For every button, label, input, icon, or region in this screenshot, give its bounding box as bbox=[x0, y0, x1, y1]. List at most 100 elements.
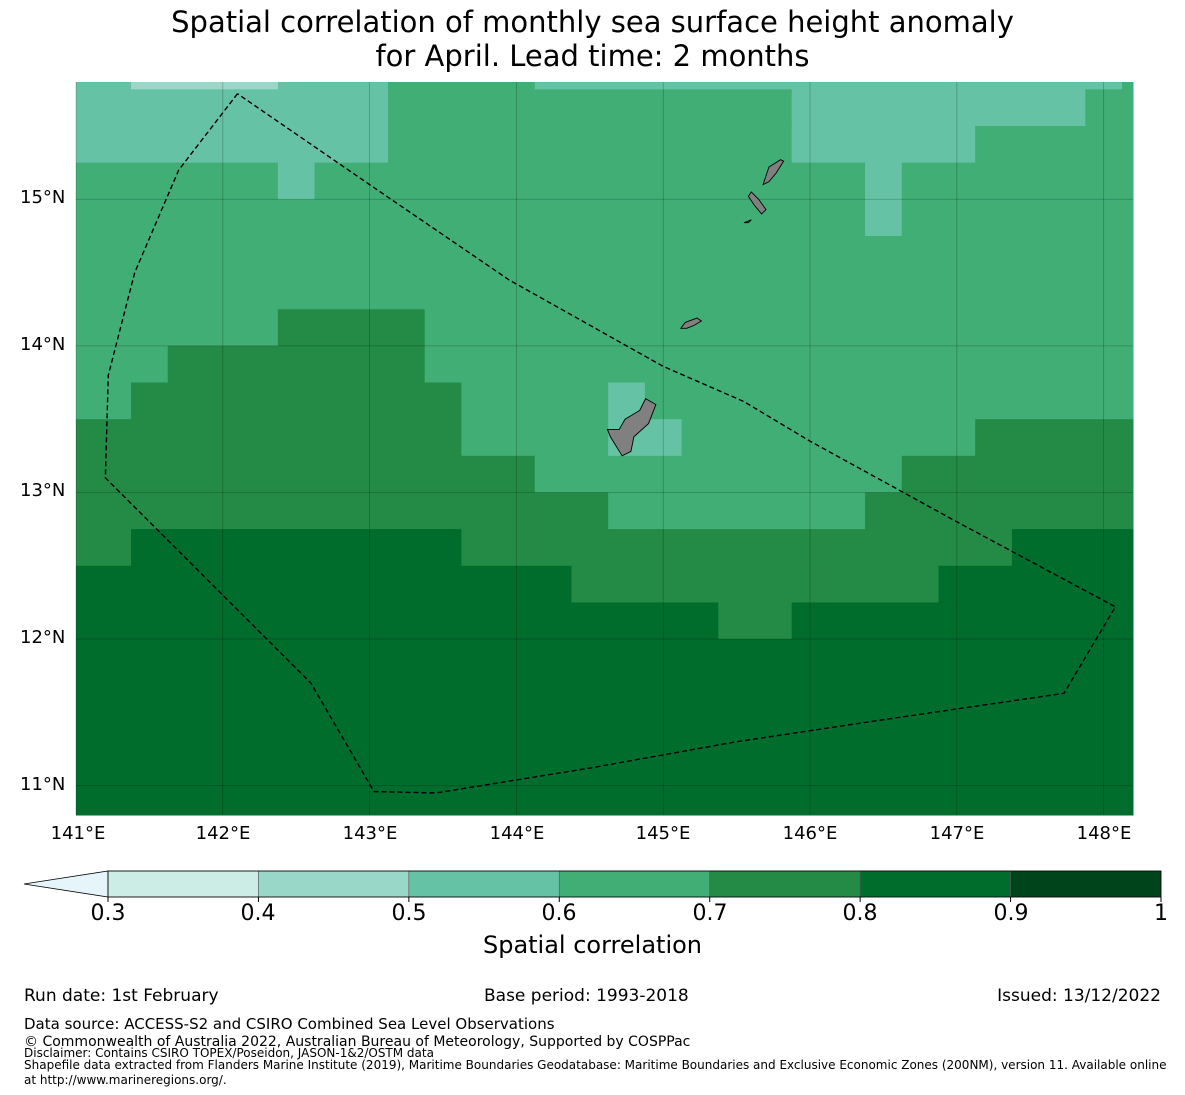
grid-cell-9-1 bbox=[461, 419, 609, 457]
island-4 bbox=[762, 159, 785, 186]
land-masses bbox=[606, 159, 785, 457]
island-2 bbox=[743, 219, 752, 224]
grid-cell-11-2 bbox=[865, 492, 1134, 530]
grid-cell-9-4 bbox=[975, 419, 1134, 457]
lon-tick-143: 143°E bbox=[342, 823, 398, 844]
shapefile-credit-line1: Shapefile data extracted from Flanders M… bbox=[24, 1058, 1167, 1072]
grid-cell-4-2 bbox=[901, 199, 1134, 237]
grid-cell-3-2 bbox=[314, 162, 866, 200]
grid-cell-4-1 bbox=[865, 199, 903, 237]
eez-boundary bbox=[104, 93, 1117, 794]
lat-tick-13: 13°N bbox=[20, 480, 66, 501]
grid-cell-6-0 bbox=[76, 309, 279, 347]
grid-cell-0-5 bbox=[608, 82, 1086, 90]
island-1 bbox=[679, 317, 703, 329]
colorbar-tick-0.5: 0.5 bbox=[391, 901, 427, 926]
lon-tick-144: 144°E bbox=[489, 823, 545, 844]
grid-cell-2-2 bbox=[791, 125, 976, 164]
grid-cell-8-1 bbox=[131, 382, 462, 420]
colorbar-swatch-3 bbox=[558, 870, 711, 898]
grid-cell-7-0 bbox=[76, 345, 169, 384]
grid-cell-3-3 bbox=[865, 162, 903, 200]
grid-cell-13-0 bbox=[76, 565, 572, 603]
grid-cell-0-2 bbox=[277, 82, 389, 90]
grid-cell-12-0 bbox=[76, 529, 132, 567]
data-source: Data source: ACCESS-S2 and CSIRO Combine… bbox=[24, 1015, 555, 1033]
lat-tick-11: 11°N bbox=[20, 774, 66, 795]
grid-cell-6-2 bbox=[424, 309, 1134, 347]
colorbar-swatch-5 bbox=[859, 870, 1011, 898]
lon-tick-145: 145°E bbox=[635, 823, 691, 844]
issued-date: Issued: 13/12/2022 bbox=[997, 986, 1161, 1006]
colorbar-swatch-4 bbox=[709, 870, 861, 898]
grid-cell-15-0 bbox=[76, 639, 1134, 816]
grid-cell-8-4 bbox=[644, 382, 1134, 420]
grid-cell-3-0 bbox=[76, 162, 279, 200]
colorbar-swatch-0 bbox=[107, 870, 259, 898]
island-0 bbox=[606, 398, 657, 457]
colorbar-swatch-6 bbox=[1010, 870, 1162, 898]
lon-tick-142: 142°E bbox=[195, 823, 251, 844]
shapefile-credit-line2: at http://www.marineregions.org/. bbox=[24, 1073, 227, 1087]
copyright: © Commonwealth of Australia 2022, Austra… bbox=[24, 1034, 691, 1050]
grid-cell-13-2 bbox=[938, 565, 1134, 603]
base-period: Base period: 1993-2018 bbox=[484, 986, 689, 1006]
grid-cell-12-1 bbox=[131, 529, 462, 567]
graticule bbox=[75, 82, 1133, 815]
colorbar-tick-1: 1 bbox=[1154, 901, 1168, 926]
grid-cell-0-0 bbox=[76, 82, 132, 90]
grid-cell-1-1 bbox=[387, 89, 793, 127]
grid-cell-3-4 bbox=[901, 162, 1134, 200]
colorbar-swatch-1 bbox=[258, 870, 410, 898]
grid-cell-6-1 bbox=[277, 309, 426, 347]
grid-cell-10-2 bbox=[901, 455, 1134, 493]
lon-tick-148: 148°E bbox=[1076, 823, 1132, 844]
grid-cell-14-0 bbox=[76, 602, 719, 640]
colorbar-tick-0.6: 0.6 bbox=[541, 901, 577, 926]
lat-tick-14: 14°N bbox=[20, 334, 66, 355]
grid-cell-14-2 bbox=[791, 602, 1134, 640]
grid-cell-0-7 bbox=[1121, 82, 1134, 90]
grid-cell-7-2 bbox=[424, 345, 1134, 384]
island-3 bbox=[747, 191, 767, 215]
lat-tick-15: 15°N bbox=[20, 187, 66, 208]
disclaimer: Disclaimer: Contains CSIRO TOPEX/Poseido… bbox=[24, 1046, 434, 1060]
grid-cell-1-0 bbox=[76, 89, 389, 127]
colorbar-swatch-2 bbox=[408, 870, 560, 898]
colorbar bbox=[23, 870, 1162, 902]
grid-cell-11-1 bbox=[608, 492, 866, 530]
grid-cell-10-0 bbox=[76, 455, 536, 493]
grid-cell-7-1 bbox=[167, 345, 426, 384]
lon-tick-141: 141°E bbox=[50, 823, 106, 844]
colorbar-tick-0.7: 0.7 bbox=[692, 901, 728, 926]
chart-title-line2: for April. Lead time: 2 months bbox=[375, 39, 810, 73]
lon-tick-146: 146°E bbox=[782, 823, 838, 844]
grid-cell-14-1 bbox=[718, 602, 793, 640]
lat-tick-12: 12°N bbox=[20, 627, 66, 648]
grid-cell-2-3 bbox=[975, 125, 1134, 164]
colorbar-tick-0.4: 0.4 bbox=[240, 901, 276, 926]
grid-cell-11-0 bbox=[76, 492, 609, 530]
grid-cell-13-1 bbox=[571, 565, 939, 603]
run-date: Run date: 1st February bbox=[24, 986, 219, 1006]
grid-cell-0-6 bbox=[1085, 82, 1123, 90]
chart-title-line1: Spatial correlation of monthly sea surfa… bbox=[171, 5, 1014, 39]
colorbar-tick-0.8: 0.8 bbox=[842, 901, 878, 926]
grid-cell-1-2 bbox=[791, 89, 1086, 127]
grid-cell-0-1 bbox=[131, 82, 279, 90]
colorbar-extend-arrow bbox=[23, 870, 109, 898]
grid-cell-4-0 bbox=[76, 199, 866, 237]
grid-cell-8-0 bbox=[76, 382, 132, 420]
colorbar-tick-0.3: 0.3 bbox=[90, 901, 126, 926]
grid-cell-12-3 bbox=[1011, 529, 1134, 567]
grid-cell-5-0 bbox=[76, 235, 1134, 310]
grid-cell-9-3 bbox=[681, 419, 976, 457]
grid-cell-0-3 bbox=[387, 82, 536, 90]
grid-cell-8-2 bbox=[461, 382, 609, 420]
grid-cell-9-0 bbox=[76, 419, 462, 457]
grid-cell-3-1 bbox=[277, 162, 316, 200]
colorbar-tick-0.9: 0.9 bbox=[993, 901, 1029, 926]
correlation-grid bbox=[76, 82, 1134, 816]
grid-cell-1-3 bbox=[1085, 89, 1134, 127]
